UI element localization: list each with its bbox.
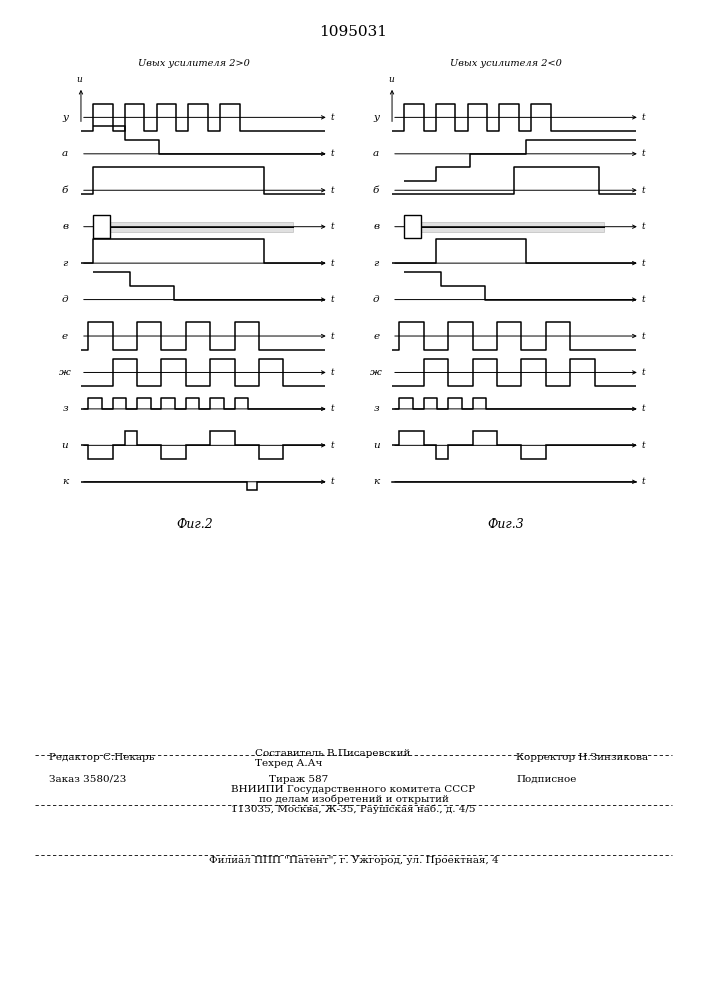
Text: е: е	[62, 332, 68, 341]
Text: г: г	[373, 259, 379, 268]
Text: t: t	[330, 477, 334, 486]
Text: t: t	[641, 441, 645, 450]
Text: t: t	[330, 113, 334, 122]
Bar	[421, 222, 604, 232]
Text: t: t	[330, 332, 334, 341]
Text: t: t	[330, 186, 334, 195]
Text: д: д	[62, 295, 69, 304]
Text: t: t	[330, 295, 334, 304]
Text: Тираж 587: Тираж 587	[269, 775, 328, 784]
FancyBboxPatch shape	[93, 215, 110, 238]
Text: 113035, Москва, Ж-35, Раушская наб., д. 4/5: 113035, Москва, Ж-35, Раушская наб., д. …	[231, 804, 476, 814]
Text: ВНИИПИ Государственного комитета СССР: ВНИИПИ Государственного комитета СССР	[231, 785, 476, 794]
Text: в: в	[62, 222, 68, 231]
Text: t: t	[330, 368, 334, 377]
Text: з: з	[62, 404, 68, 413]
Text: u: u	[388, 75, 394, 84]
Text: а: а	[62, 149, 68, 158]
Text: Фиг.3: Фиг.3	[487, 518, 524, 531]
Text: Фиг.2: Фиг.2	[176, 518, 213, 531]
Text: 1095031: 1095031	[320, 25, 387, 39]
Text: Составитель В.Писаревский: Составитель В.Писаревский	[255, 749, 410, 758]
Text: д: д	[373, 295, 380, 304]
Text: t: t	[330, 259, 334, 268]
Text: t: t	[330, 222, 334, 231]
Text: и: и	[373, 441, 380, 450]
Text: Корректор Н.Зинзикова: Корректор Н.Зинзикова	[516, 753, 648, 762]
Bar	[110, 222, 293, 232]
Text: t: t	[641, 149, 645, 158]
Text: t: t	[641, 186, 645, 195]
Text: Uвых усилителя 2<0: Uвых усилителя 2<0	[450, 59, 561, 68]
Text: по делам изобретений и открытий: по делам изобретений и открытий	[259, 794, 448, 804]
Text: ж: ж	[59, 368, 71, 377]
Text: е: е	[373, 332, 379, 341]
Text: t: t	[330, 404, 334, 413]
Text: а: а	[373, 149, 379, 158]
FancyBboxPatch shape	[404, 215, 421, 238]
Text: u: u	[77, 75, 83, 84]
Text: t: t	[641, 404, 645, 413]
Text: з: з	[373, 404, 379, 413]
Text: t: t	[641, 222, 645, 231]
Text: Заказ 3580/23: Заказ 3580/23	[49, 775, 127, 784]
Text: t: t	[641, 368, 645, 377]
Text: ж: ж	[370, 368, 382, 377]
Text: Техред А.Ач: Техред А.Ач	[255, 759, 322, 768]
Text: t: t	[641, 332, 645, 341]
Text: Подписное: Подписное	[516, 775, 576, 784]
Text: и: и	[62, 441, 69, 450]
Text: t: t	[641, 295, 645, 304]
Text: Редактор С.Пекарь: Редактор С.Пекарь	[49, 753, 155, 762]
Text: Uвых усилителя 2>0: Uвых усилителя 2>0	[139, 59, 250, 68]
Text: t: t	[330, 441, 334, 450]
Text: Филиал ППП "Патент", г. Ужгород, ул. Проектная, 4: Филиал ППП "Патент", г. Ужгород, ул. Про…	[209, 856, 498, 865]
Text: б: б	[373, 186, 380, 195]
Text: t: t	[641, 259, 645, 268]
Text: у: у	[373, 113, 379, 122]
Text: t: t	[641, 113, 645, 122]
Text: б: б	[62, 186, 69, 195]
Text: к: к	[62, 477, 68, 486]
Text: t: t	[641, 477, 645, 486]
Text: к: к	[373, 477, 379, 486]
Text: t: t	[330, 149, 334, 158]
Text: г: г	[62, 259, 68, 268]
Text: у: у	[62, 113, 68, 122]
Text: в: в	[373, 222, 379, 231]
